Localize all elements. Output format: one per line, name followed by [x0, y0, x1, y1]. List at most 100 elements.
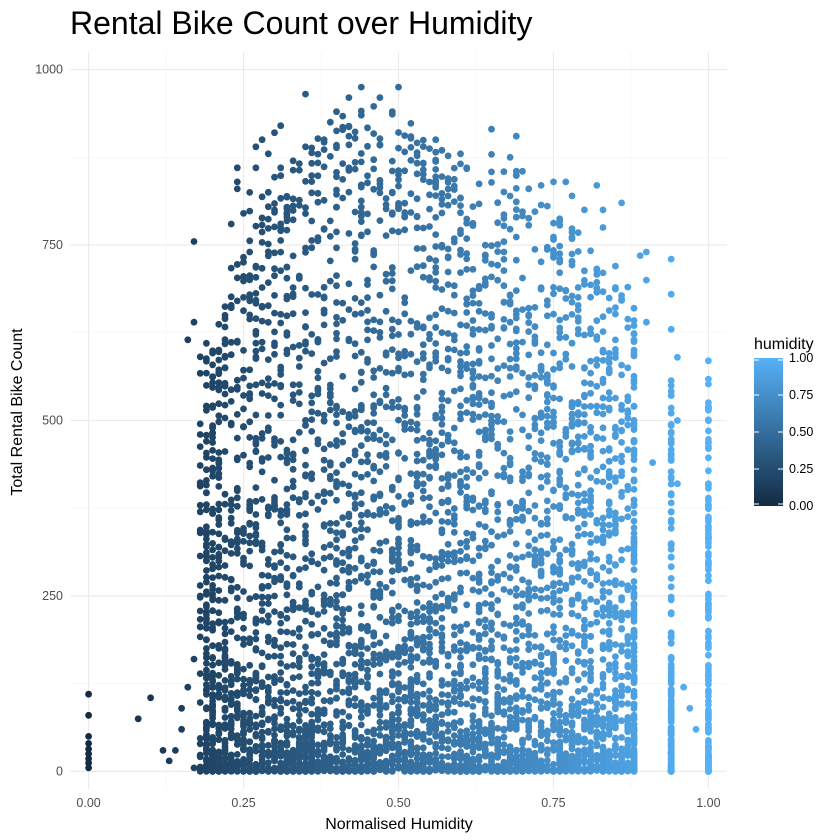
- data-point: [475, 739, 483, 747]
- data-point: [339, 731, 347, 738]
- data-point: [314, 506, 322, 513]
- data-point: [283, 203, 291, 211]
- data-point: [475, 655, 483, 662]
- data-point: [612, 660, 619, 667]
- data-point: [227, 501, 235, 508]
- data-point: [413, 587, 421, 595]
- data-point: [388, 653, 396, 661]
- data-point: [351, 727, 359, 734]
- data-point: [395, 318, 402, 326]
- data-point: [382, 463, 390, 470]
- data-point: [550, 636, 557, 644]
- data-point: [512, 355, 520, 363]
- data-point: [351, 255, 359, 263]
- data-point: [252, 511, 260, 518]
- data-point: [469, 222, 477, 230]
- data-point: [252, 730, 260, 738]
- data-point: [252, 315, 260, 322]
- data-point: [364, 210, 371, 218]
- data-point: [339, 549, 347, 557]
- data-point: [221, 562, 229, 569]
- data-point: [221, 315, 229, 323]
- data-point: [537, 586, 545, 594]
- data-point: [401, 696, 409, 704]
- data-point: [413, 750, 421, 758]
- data-point: [302, 759, 309, 767]
- data-point: [295, 748, 303, 756]
- data-point: [450, 182, 458, 190]
- data-point: [525, 763, 533, 771]
- data-point: [562, 624, 570, 632]
- data-point: [481, 282, 489, 289]
- data-point: [289, 731, 297, 739]
- data-point: [587, 739, 594, 746]
- data-point: [376, 189, 384, 197]
- data-point: [587, 767, 594, 775]
- data-point: [215, 506, 223, 514]
- data-point: [314, 655, 322, 663]
- data-point: [264, 749, 272, 756]
- data-point: [531, 643, 539, 651]
- data-point: [574, 294, 582, 301]
- data-point: [581, 767, 588, 775]
- data-point: [395, 724, 402, 732]
- data-point: [283, 274, 291, 282]
- data-point: [295, 389, 303, 396]
- data-point: [525, 394, 533, 402]
- data-point: [488, 739, 495, 747]
- data-point: [581, 267, 588, 275]
- data-point: [494, 690, 502, 698]
- data-point: [376, 760, 384, 767]
- data-point: [314, 150, 322, 158]
- data-point: [370, 185, 378, 193]
- data-point: [426, 687, 433, 695]
- data-point: [190, 238, 198, 245]
- data-point: [488, 712, 495, 720]
- data-point: [326, 475, 334, 483]
- data-point: [562, 675, 570, 682]
- data-point: [413, 394, 421, 401]
- data-point: [605, 730, 613, 738]
- data-point: [227, 617, 235, 625]
- data-point: [469, 203, 477, 211]
- data-point: [271, 129, 278, 137]
- data-point: [438, 441, 446, 449]
- data-point: [289, 650, 297, 657]
- data-point: [463, 453, 471, 461]
- data-point: [407, 330, 415, 338]
- data-point: [308, 743, 316, 751]
- data-point: [271, 496, 278, 504]
- data-point: [252, 222, 260, 230]
- data-point: [339, 438, 347, 446]
- data-point: [463, 684, 471, 692]
- data-point: [574, 491, 582, 499]
- data-point: [500, 267, 508, 274]
- data-point: [227, 338, 235, 346]
- data-point: [506, 564, 514, 571]
- data-point: [624, 393, 632, 401]
- data-point: [574, 524, 582, 532]
- data-point: [457, 700, 464, 708]
- data-point: [419, 618, 427, 626]
- data-point: [227, 722, 235, 729]
- data-point: [382, 724, 390, 731]
- data-point: [469, 369, 477, 377]
- data-point: [339, 672, 347, 680]
- data-point: [302, 689, 309, 696]
- data-point: [252, 347, 260, 355]
- data-point: [240, 682, 247, 689]
- data-point: [599, 735, 607, 743]
- data-point: [240, 423, 247, 430]
- data-point: [481, 436, 489, 444]
- data-point: [382, 757, 390, 765]
- data-point: [438, 677, 446, 684]
- data-point: [438, 682, 446, 689]
- data-point: [203, 431, 210, 439]
- data-point: [271, 548, 278, 556]
- data-point: [525, 489, 533, 497]
- data-point: [612, 304, 619, 311]
- data-point: [302, 564, 309, 571]
- data-point: [537, 732, 545, 739]
- data-point: [556, 571, 564, 578]
- data-point: [320, 624, 328, 632]
